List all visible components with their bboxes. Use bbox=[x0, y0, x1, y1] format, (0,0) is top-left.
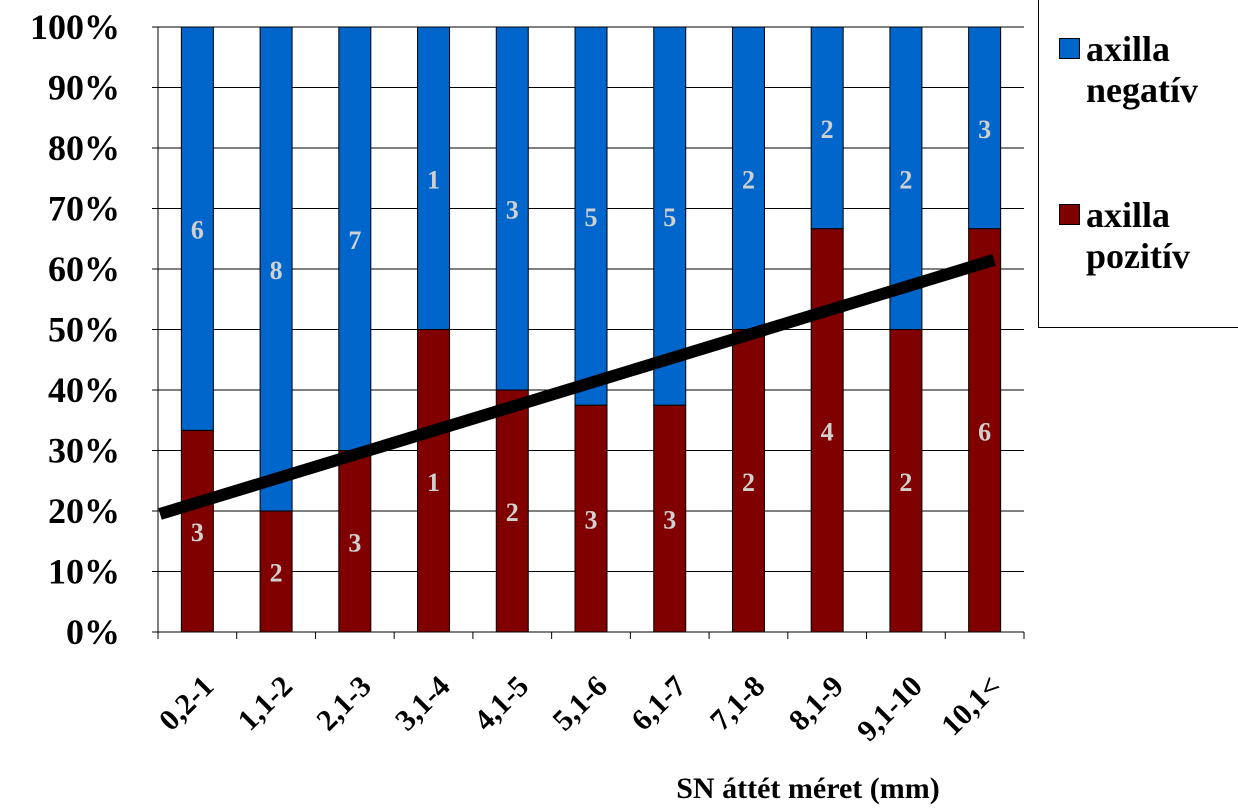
y-tick-label: 60% bbox=[48, 249, 120, 289]
bar-segment-pozitiv bbox=[574, 404, 608, 633]
bar-segment-negativ bbox=[968, 26, 1002, 230]
x-tick-label: 1,1-2 bbox=[232, 670, 300, 738]
x-axis-title: SN áttét méret (mm) bbox=[676, 772, 939, 805]
data-label-negativ: 2 bbox=[899, 165, 912, 194]
data-label-pozitiv: 1 bbox=[427, 468, 440, 497]
bar-segment-negativ bbox=[180, 26, 214, 431]
data-label-negativ: 5 bbox=[663, 203, 676, 232]
data-label-negativ: 3 bbox=[978, 115, 991, 144]
bar-segment-negativ bbox=[338, 26, 372, 451]
data-label-pozitiv: 6 bbox=[978, 417, 991, 446]
bar-segment-negativ bbox=[259, 26, 293, 512]
data-label-negativ: 3 bbox=[506, 196, 519, 225]
bar-segment-pozitiv bbox=[653, 404, 687, 633]
legend-swatch-negativ bbox=[1059, 38, 1080, 59]
y-tick-label: 30% bbox=[48, 431, 120, 471]
trend-line bbox=[158, 254, 996, 520]
data-label-negativ: 1 bbox=[427, 165, 440, 194]
data-label-negativ: 2 bbox=[742, 165, 755, 194]
x-tick-label: 3,1-4 bbox=[389, 670, 457, 738]
bar-segment-pozitiv bbox=[495, 389, 529, 633]
bars bbox=[180, 26, 1002, 633]
bar-segment-negativ bbox=[574, 26, 608, 406]
y-tick-label: 90% bbox=[48, 68, 120, 108]
bar-segment-negativ bbox=[731, 26, 765, 330]
trend-line-path bbox=[158, 254, 996, 520]
x-tick-label: 10,1< bbox=[935, 670, 1008, 743]
y-tick-label: 50% bbox=[48, 310, 120, 350]
data-label-pozitiv: 3 bbox=[663, 506, 676, 535]
bar-segment-negativ bbox=[417, 26, 451, 330]
x-tick-label: 9,1-10 bbox=[851, 670, 929, 748]
data-label-negativ: 6 bbox=[191, 216, 204, 245]
legend-label-negativ: axilla negatív bbox=[1086, 29, 1198, 110]
data-label-negativ: 5 bbox=[585, 203, 598, 232]
bar-segment-pozitiv bbox=[417, 329, 451, 633]
legend-swatch-pozitiv bbox=[1059, 204, 1080, 225]
y-tick-label: 80% bbox=[48, 128, 120, 168]
data-label-pozitiv: 3 bbox=[348, 528, 361, 557]
data-label-negativ: 7 bbox=[348, 226, 361, 255]
x-tick-label: 5,1-6 bbox=[546, 670, 614, 738]
data-label-negativ: 8 bbox=[270, 256, 283, 285]
bar-segment-pozitiv bbox=[338, 450, 372, 633]
bar-segment-negativ bbox=[495, 26, 529, 391]
data-label-pozitiv: 2 bbox=[506, 498, 519, 527]
x-tick-label: 4,1-5 bbox=[468, 670, 536, 738]
bar-segment-negativ bbox=[810, 26, 844, 230]
legend-item-negativ: axilla negatív bbox=[1059, 29, 1238, 111]
data-label-pozitiv: 2 bbox=[270, 559, 283, 588]
legend-item-pozitiv: axilla pozitív bbox=[1059, 195, 1238, 277]
x-tick-label: 6,1-7 bbox=[625, 670, 693, 738]
x-tick-label: 8,1-9 bbox=[783, 670, 851, 738]
data-label-negativ: 2 bbox=[821, 115, 834, 144]
x-tick-label: 2,1-3 bbox=[310, 670, 378, 738]
y-tick-label: 40% bbox=[48, 370, 120, 410]
x-tick-label: 7,1-8 bbox=[704, 670, 772, 738]
legend-label-pozitiv: axilla pozitív bbox=[1086, 195, 1190, 276]
y-tick-label: 70% bbox=[48, 189, 120, 229]
y-tick-label: 20% bbox=[48, 491, 120, 531]
bar-segment-negativ bbox=[653, 26, 687, 406]
axes bbox=[152, 26, 1025, 639]
data-label-pozitiv: 4 bbox=[821, 417, 834, 446]
y-tick-label: 100% bbox=[30, 7, 120, 47]
data-label-pozitiv: 2 bbox=[742, 468, 755, 497]
x-tick-label: 0,2-1 bbox=[153, 670, 221, 738]
y-tick-label: 10% bbox=[48, 552, 120, 592]
data-label-pozitiv: 3 bbox=[191, 518, 204, 547]
data-label-pozitiv: 3 bbox=[585, 506, 598, 535]
legend: axilla negatív axilla pozitív bbox=[1038, 0, 1238, 328]
y-tick-label: 0% bbox=[66, 612, 120, 652]
y-tick-labels: 0% 10% 20% 30% 40% 50% 60% 70% 80% 90% 100% bbox=[30, 7, 120, 652]
data-label-pozitiv: 2 bbox=[899, 468, 912, 497]
x-tick-labels: 0,2-1 1,1-2 2,1-3 3,1-4 4,1-5 5,1-6 6,1-7 7,1-8… bbox=[153, 670, 1008, 748]
